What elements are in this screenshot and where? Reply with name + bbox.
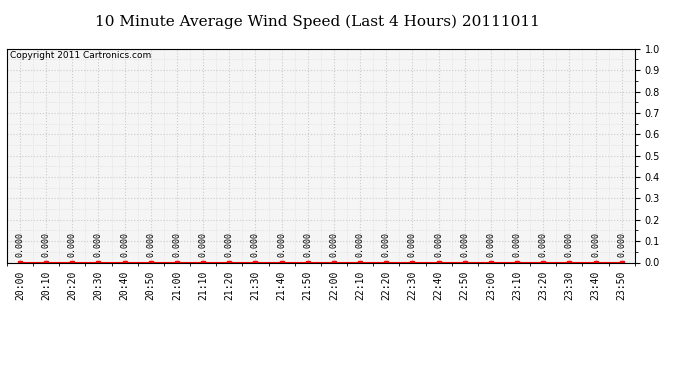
Text: 0.000: 0.000 [434,232,443,257]
Text: 0.000: 0.000 [41,232,50,257]
Text: 10 Minute Average Wind Speed (Last 4 Hours) 20111011: 10 Minute Average Wind Speed (Last 4 Hou… [95,15,540,29]
Text: 0.000: 0.000 [591,232,600,257]
Text: 0.000: 0.000 [94,232,103,257]
Text: 0.000: 0.000 [225,232,234,257]
Text: 0.000: 0.000 [15,232,24,257]
Text: 0.000: 0.000 [565,232,574,257]
Text: 0.000: 0.000 [460,232,469,257]
Text: 0.000: 0.000 [146,232,155,257]
Text: 0.000: 0.000 [304,232,313,257]
Text: 0.000: 0.000 [251,232,260,257]
Text: Copyright 2011 Cartronics.com: Copyright 2011 Cartronics.com [10,51,151,60]
Text: 0.000: 0.000 [618,232,627,257]
Text: 0.000: 0.000 [408,232,417,257]
Text: 0.000: 0.000 [329,232,338,257]
Text: 0.000: 0.000 [382,232,391,257]
Text: 0.000: 0.000 [486,232,495,257]
Text: 0.000: 0.000 [539,232,548,257]
Text: 0.000: 0.000 [513,232,522,257]
Text: 0.000: 0.000 [120,232,129,257]
Text: 0.000: 0.000 [172,232,181,257]
Text: 0.000: 0.000 [277,232,286,257]
Text: 0.000: 0.000 [199,232,208,257]
Text: 0.000: 0.000 [68,232,77,257]
Text: 0.000: 0.000 [355,232,364,257]
